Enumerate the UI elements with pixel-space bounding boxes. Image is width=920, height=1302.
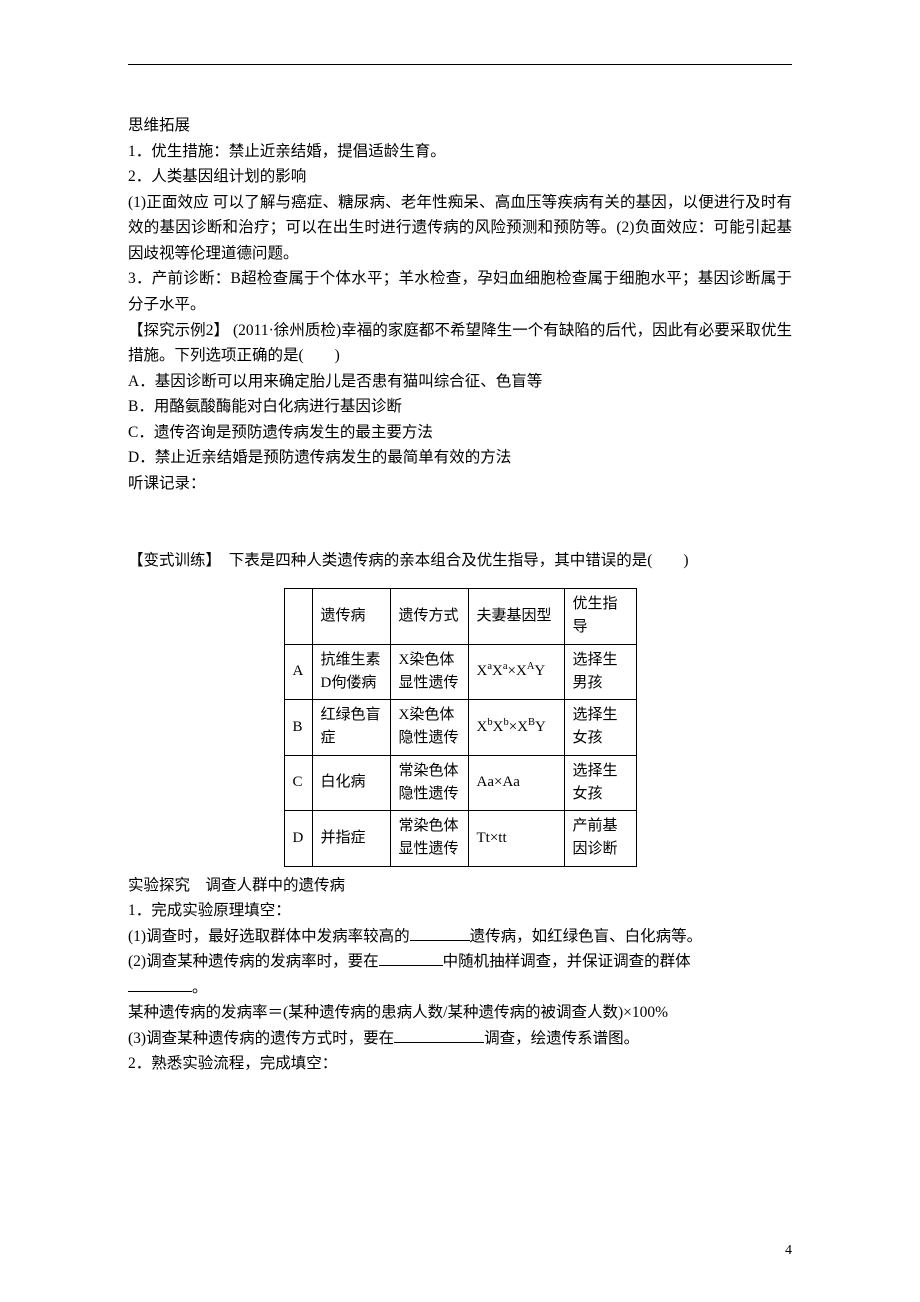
- experiment-q1-label: 1．完成实验原理填空：: [128, 898, 792, 924]
- section1-item-3: (1)正面效应 可以了解与癌症、糖尿病、老年性痴呆、高血压等疾病有关的基因，以便…: [128, 190, 792, 267]
- row-a-idx: A: [284, 644, 312, 700]
- row-b-genotype: XbXb×XBY: [468, 700, 564, 756]
- row-a-disease: 抗维生素D佝偻病: [312, 644, 390, 700]
- example2-option-c: C．遗传咨询是预防遗传病发生的最主要方法: [128, 420, 792, 446]
- row-a-guide: 选择生男孩: [564, 644, 636, 700]
- row-d-genotype: Tt×tt: [468, 811, 564, 867]
- row-b-mode: X染色体隐性遗传: [390, 700, 468, 756]
- row-d-mode: 常染色体显性遗传: [390, 811, 468, 867]
- page-number: 4: [785, 1239, 792, 1262]
- section1-heading: 思维拓展: [128, 113, 792, 139]
- genetics-table: 遗传病 遗传方式 夫妻基因型 优生指导 A 抗维生素D佝偻病 X染色体显性遗传 …: [284, 588, 637, 867]
- experiment-q1-2-tail: 。: [128, 975, 792, 1001]
- experiment-q1-formula: 某种遗传病的发病率＝(某种遗传病的患病人数/某种遗传病的被调查人数)×100%: [128, 1000, 792, 1026]
- table-header-genotype: 夫妻基因型: [468, 589, 564, 645]
- row-a-genotype: XaXa×XAY: [468, 644, 564, 700]
- example2-lead: 【探究示例2】 (2011·徐州质检)幸福的家庭都不希望降生一个有缺陷的后代，因…: [128, 318, 792, 369]
- table-header-mode: 遗传方式: [390, 589, 468, 645]
- table-row: A 抗维生素D佝偻病 X染色体显性遗传 XaXa×XAY 选择生男孩: [284, 644, 636, 700]
- row-c-idx: C: [284, 755, 312, 811]
- table-header-guide: 优生指导: [564, 589, 636, 645]
- row-c-disease: 白化病: [312, 755, 390, 811]
- row-a-mode: X染色体显性遗传: [390, 644, 468, 700]
- q1-3-post: 调查，绘遗传系谱图。: [484, 1030, 639, 1047]
- q1-2-pre: (2)调查某种遗传病的发病率时，要在: [128, 953, 379, 970]
- table-row: C 白化病 常染色体隐性遗传 Aa×Aa 选择生女孩: [284, 755, 636, 811]
- experiment-q1-1: (1)调查时，最好选取群体中发病率较高的 遗传病，如红绿色盲、白化病等。: [128, 924, 792, 950]
- table-row: B 红绿色盲症 X染色体隐性遗传 XbXb×XBY 选择生女孩: [284, 700, 636, 756]
- row-b-guide: 选择生女孩: [564, 700, 636, 756]
- example2-option-d: D．禁止近亲结婚是预防遗传病发生的最简单有效的方法: [128, 445, 792, 471]
- section1-item-2: 2．人类基因组计划的影响: [128, 164, 792, 190]
- experiment-q1-2: (2)调查某种遗传病的发病率时，要在 中随机抽样调查，并保证调查的群体: [128, 949, 792, 975]
- row-b-disease: 红绿色盲症: [312, 700, 390, 756]
- example2-option-b: B．用酪氨酸酶能对白化病进行基因诊断: [128, 394, 792, 420]
- row-b-idx: B: [284, 700, 312, 756]
- top-rule: [128, 64, 792, 65]
- section1-item-1: 1．优生措施：禁止近亲结婚，提倡适龄生育。: [128, 139, 792, 165]
- blank-field[interactable]: [128, 976, 192, 992]
- row-d-guide: 产前基因诊断: [564, 811, 636, 867]
- row-d-disease: 并指症: [312, 811, 390, 867]
- blank-field[interactable]: [410, 925, 470, 941]
- q1-3-pre: (3)调查某种遗传病的遗传方式时，要在: [128, 1030, 394, 1047]
- table-header-disease: 遗传病: [312, 589, 390, 645]
- row-d-idx: D: [284, 811, 312, 867]
- section1-item-4: 3．产前诊断：B超检查属于个体水平；羊水检查，孕妇血细胞检查属于细胞水平；基因诊…: [128, 266, 792, 317]
- example2-option-a: A．基因诊断可以用来确定胎儿是否患有猫叫综合征、色盲等: [128, 369, 792, 395]
- row-c-mode: 常染色体隐性遗传: [390, 755, 468, 811]
- blank-field[interactable]: [394, 1027, 484, 1043]
- q1-2-mid: 中随机抽样调查，并保证调查的群体: [443, 953, 691, 970]
- table-header-row: 遗传病 遗传方式 夫妻基因型 优生指导: [284, 589, 636, 645]
- table-row: D 并指症 常染色体显性遗传 Tt×tt 产前基因诊断: [284, 811, 636, 867]
- q1-1-post: 遗传病，如红绿色盲、白化病等。: [470, 928, 703, 945]
- blank-field[interactable]: [379, 951, 443, 967]
- table-header-idx: [284, 589, 312, 645]
- experiment-q2-label: 2．熟悉实验流程，完成填空：: [128, 1051, 792, 1077]
- experiment-q1-3: (3)调查某种遗传病的遗传方式时，要在 调查，绘遗传系谱图。: [128, 1026, 792, 1052]
- row-c-genotype: Aa×Aa: [468, 755, 564, 811]
- example2-note-label: 听课记录：: [128, 471, 792, 497]
- q1-1-pre: (1)调查时，最好选取群体中发病率较高的: [128, 928, 410, 945]
- row-c-guide: 选择生女孩: [564, 755, 636, 811]
- experiment-title: 实验探究 调查人群中的遗传病: [128, 873, 792, 899]
- q1-2-tail-text: 。: [192, 979, 208, 996]
- variant-lead: 【变式训练】 下表是四种人类遗传病的亲本组合及优生指导，其中错误的是( ): [128, 548, 792, 574]
